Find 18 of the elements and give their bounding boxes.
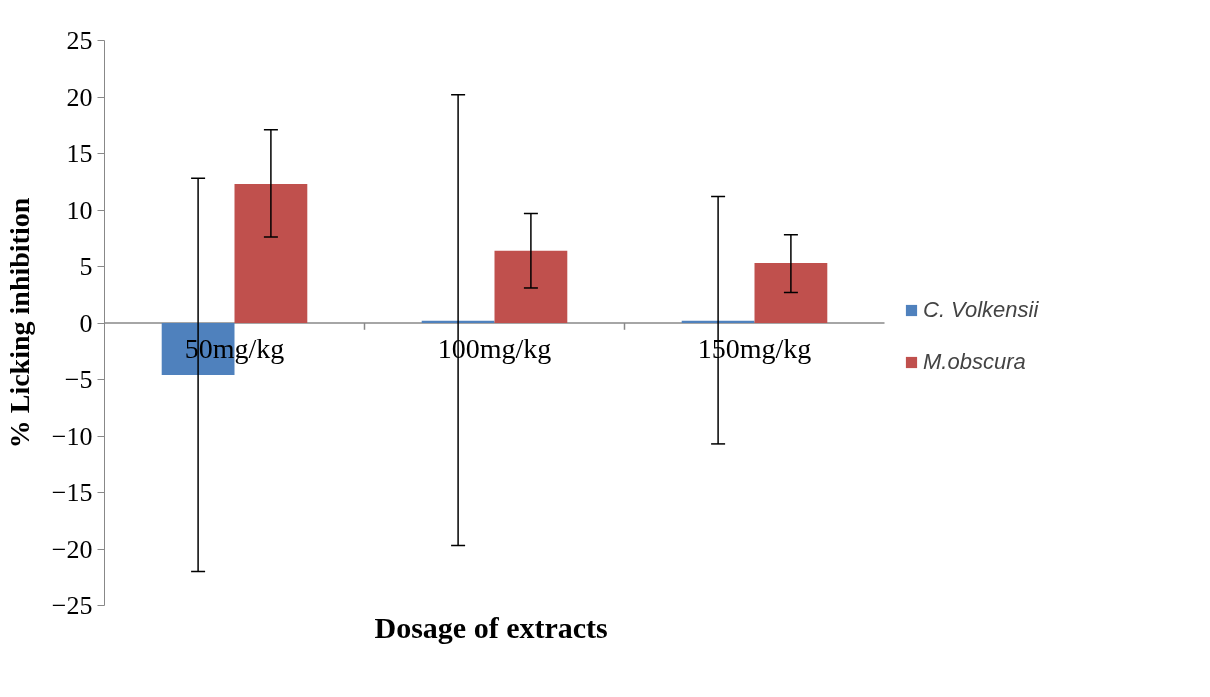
- x-axis-title: Dosage of extracts: [374, 610, 608, 644]
- y-tick-label: 5: [79, 252, 93, 281]
- y-tick-label: −25: [51, 591, 93, 620]
- bar: [754, 263, 828, 323]
- y-tick-label: −5: [64, 365, 93, 394]
- bar: [494, 250, 568, 323]
- legend-label: C. Volkensii: [923, 297, 1039, 323]
- y-tick-label: 20: [66, 82, 93, 112]
- y-tick-label: −20: [51, 534, 93, 564]
- y-axis-title: % Licking inhibition: [3, 197, 35, 449]
- y-tick-label: 15: [66, 139, 93, 168]
- y-tick-label: 10: [66, 195, 93, 225]
- y-tick-label: −15: [51, 478, 93, 507]
- y-tick-label: 0: [79, 308, 93, 338]
- y-tick-label: −10: [51, 421, 93, 451]
- y-tick-label: 25: [66, 26, 93, 55]
- legend-label: M.obscura: [923, 349, 1026, 375]
- bar: [234, 184, 308, 323]
